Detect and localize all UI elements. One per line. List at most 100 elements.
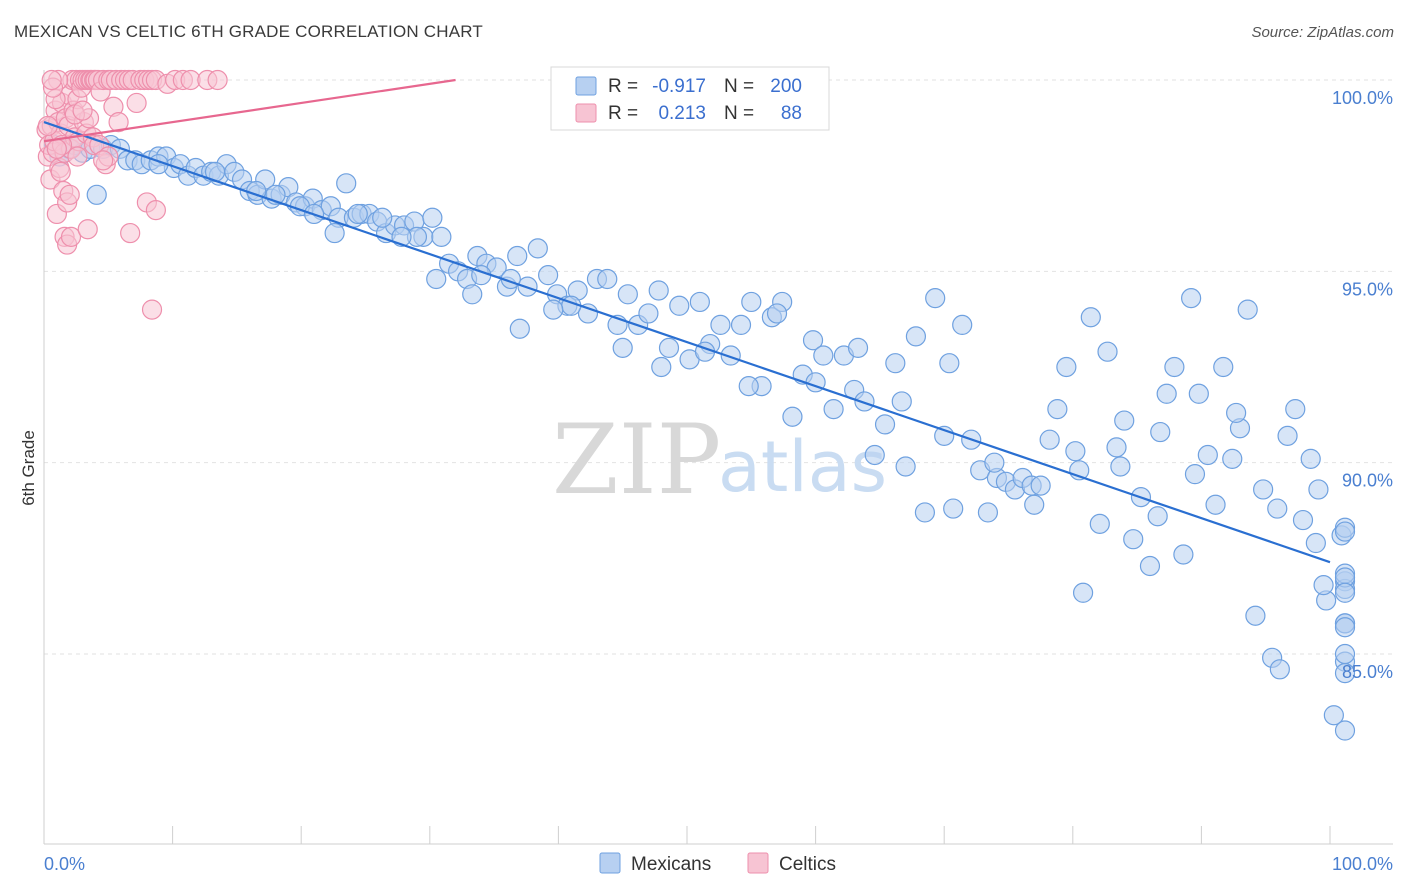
watermark-atlas: atlas [718, 426, 887, 508]
point-mexicans-144 [1300, 448, 1321, 469]
point-celtics-64 [120, 222, 141, 244]
y-tick-labels: 85.0% 90.0% 95.0% 100.0% [1332, 88, 1393, 682]
point-mexicans-94 [874, 414, 896, 435]
point-mexicans-125 [1147, 506, 1168, 527]
point-mexicans-87 [802, 330, 824, 351]
legend-n-value-mexicans: 200 [770, 76, 802, 97]
point-mexicans-129 [1181, 288, 1202, 309]
legend-n-value-celtics: 88 [781, 103, 802, 124]
point-mexicans-159 [1334, 720, 1356, 741]
point-celtics-84 [41, 69, 62, 91]
bottom-legend-swatch-celtics [747, 852, 769, 874]
point-celtics-86 [93, 150, 114, 171]
source-label: Source: ZipAtlas.com [1251, 24, 1394, 41]
point-mexicans-132 [1205, 494, 1226, 515]
bottom-legend-label-mexicans: Mexicans [631, 854, 711, 875]
point-celtics-69 [67, 146, 88, 167]
point-celtics-83 [46, 138, 67, 159]
point-mexicans-72 [648, 280, 669, 301]
point-mexicans-105 [977, 502, 999, 523]
point-mexicans-61 [538, 265, 559, 286]
legend-r-label-mexicans: R = [608, 76, 638, 97]
point-mexicans-116 [1072, 582, 1094, 603]
point-mexicans-60 [527, 238, 548, 259]
point-celtics-62 [60, 226, 82, 247]
point-mexicans-142 [1285, 398, 1306, 420]
point-mexicans-50 [431, 226, 452, 247]
point-mexicans-175 [891, 391, 912, 412]
grid-lines [44, 79, 1393, 655]
point-mexicans-168 [612, 337, 633, 358]
point-mexicans-78 [710, 314, 731, 336]
point-mexicans-188 [1334, 663, 1356, 684]
point-mexicans-147 [1323, 705, 1344, 726]
point-mexicans-88 [813, 345, 834, 366]
point-mexicans-96 [895, 456, 916, 477]
point-mexicans-145 [1308, 479, 1329, 500]
point-mexicans-85 [782, 406, 803, 427]
point-mexicans-181 [1150, 421, 1171, 443]
point-mexicans-187 [1334, 521, 1356, 542]
point-mexicans-184 [1267, 498, 1288, 519]
point-celtics-71 [50, 161, 71, 182]
point-mexicans-7 [86, 184, 107, 205]
chart-title: MEXICAN VS CELTIC 6TH GRADE CORRELATION … [14, 22, 484, 41]
point-mexicans-176 [939, 353, 960, 374]
legend-n-label-celtics: N = [724, 103, 754, 124]
y-tick-label-1: 90.0% [1342, 471, 1393, 491]
point-mexicans-122 [1123, 529, 1144, 550]
point-mexicans-189 [1313, 575, 1334, 596]
point-mexicans-180 [1110, 456, 1131, 477]
point-mexicans-67 [597, 268, 618, 290]
point-mexicans-194 [347, 203, 368, 225]
y-tick-label-3: 100.0% [1332, 88, 1393, 108]
legend-n-label-mexicans: N = [724, 76, 754, 97]
point-mexicans-102 [952, 314, 973, 336]
point-mexicans-119 [1097, 341, 1118, 362]
point-mexicans-134 [1222, 448, 1243, 469]
point-mexicans-115 [1065, 441, 1086, 462]
point-mexicans-127 [1164, 356, 1185, 378]
point-celtics-67 [145, 200, 166, 221]
point-celtics-47 [108, 111, 129, 133]
point-mexicans-143 [1292, 509, 1314, 531]
point-mexicans-111 [1030, 475, 1051, 496]
point-mexicans-79 [720, 345, 741, 366]
y-axis-title: 6th Grade [19, 430, 38, 506]
point-mexicans-141 [1277, 425, 1298, 446]
legend-r-label-celtics: R = [608, 103, 638, 124]
point-mexicans-157 [1334, 582, 1356, 603]
point-mexicans-49 [422, 207, 443, 228]
point-celtics-66 [141, 299, 163, 320]
point-mexicans-185 [1305, 532, 1326, 554]
legend-swatch-mexicans [575, 76, 597, 96]
point-mexicans-162 [324, 222, 345, 244]
point-mexicans-121 [1114, 410, 1135, 431]
point-mexicans-178 [1024, 494, 1045, 515]
point-mexicans-114 [1056, 356, 1077, 378]
point-mexicans-137 [1245, 605, 1266, 626]
point-mexicans-140 [1269, 659, 1290, 680]
point-mexicans-98 [914, 502, 936, 523]
axes [43, 70, 1393, 845]
point-mexicans-195 [391, 226, 412, 247]
point-mexicans-196 [426, 268, 447, 290]
point-mexicans-136 [1237, 299, 1258, 320]
trend-lines [43, 78, 1331, 564]
bottom-legend-swatch-mexicans [599, 852, 621, 874]
point-mexicans-93 [864, 444, 885, 466]
point-mexicans-92 [854, 391, 875, 412]
point-mexicans-174 [847, 337, 869, 358]
point-mexicans-113 [1047, 398, 1068, 420]
point-mexicans-73 [658, 337, 680, 358]
point-mexicans-199 [543, 299, 564, 320]
point-mexicans-131 [1197, 444, 1218, 466]
point-mexicans-71 [638, 303, 659, 324]
y-tick-label-0: 85.0% [1342, 662, 1393, 682]
point-mexicans-124 [1139, 555, 1161, 577]
bottom-legend-label-celtics: Celtics [779, 854, 836, 875]
point-celtics-87 [207, 69, 228, 91]
legend-r-value-celtics: 0.213 [658, 103, 706, 124]
point-mexicans-177 [984, 452, 1005, 473]
point-mexicans-69 [617, 284, 638, 305]
